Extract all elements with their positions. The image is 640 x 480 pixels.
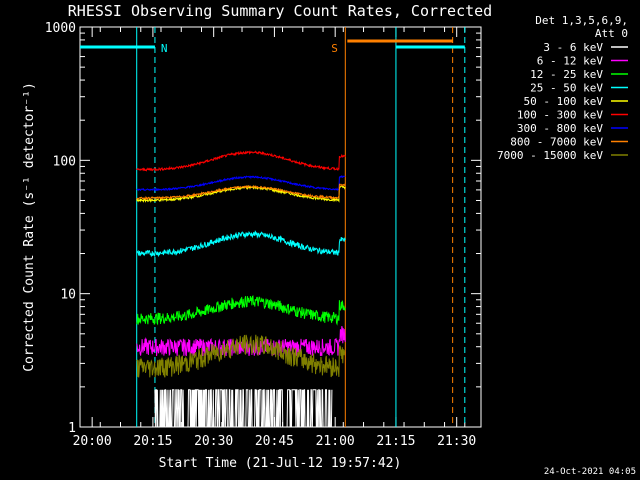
legend-entry-label: 50 - 100 keV (524, 95, 604, 108)
legend-entry-label: 12 - 25 keV (530, 68, 603, 81)
x-tick-label: 20:45 (255, 434, 294, 449)
x-tick-label: 20:30 (194, 434, 233, 449)
series-line (136, 326, 346, 357)
series-line (136, 230, 346, 258)
x-tick-label: 21:00 (316, 434, 355, 449)
legend-header: Att 0 (595, 27, 628, 40)
series-lines (136, 150, 346, 428)
y-axis-label: Corrected Count Rate (s⁻¹ detector⁻¹) (22, 82, 37, 372)
chart-title: RHESSI Observing Summary Count Rates, Co… (68, 2, 492, 20)
legend-entry-label: 6 - 12 keV (537, 55, 604, 68)
x-tick-label: 20:15 (133, 434, 172, 449)
plot-frame (79, 26, 482, 428)
legend-entry-label: 25 - 50 keV (530, 82, 603, 95)
x-tick-label: 21:15 (376, 434, 415, 449)
marker-label-s: S (331, 42, 338, 55)
y-tick-label: 100 (53, 154, 76, 169)
legend-entry-label: 100 - 300 keV (517, 109, 603, 122)
legend-entry-label: 7000 - 15000 keV (497, 149, 603, 162)
series-line (154, 389, 333, 428)
x-axis-label: Start Time (21-Jul-12 19:57:42) (159, 456, 402, 471)
series-line (136, 150, 346, 172)
series-line (136, 334, 346, 378)
y-tick-label: 10 (60, 288, 76, 303)
legend-entry-label: 3 - 6 keV (543, 41, 603, 54)
legend-entry-label: 800 - 7000 keV (510, 136, 603, 149)
chart-axes: 1 10 100 1000 20:00 20:15 20:30 20:45 21:00 21:15… (45, 21, 482, 449)
series-line (136, 295, 346, 326)
marker-label-n: N (161, 42, 168, 55)
y-tick-label: 1000 (45, 21, 76, 36)
series-line (136, 174, 346, 192)
generation-timestamp: 24-Oct-2021 04:05 (544, 467, 636, 477)
y-tick-label: 1 (68, 421, 76, 436)
series-line (136, 185, 346, 203)
legend-header: Det 1,3,5,6,9, (535, 14, 628, 27)
series-line (136, 183, 346, 201)
x-tick-label: 21:30 (437, 434, 476, 449)
x-tick-label: 20:00 (73, 434, 112, 449)
legend-entry-label: 300 - 800 keV (517, 122, 603, 135)
